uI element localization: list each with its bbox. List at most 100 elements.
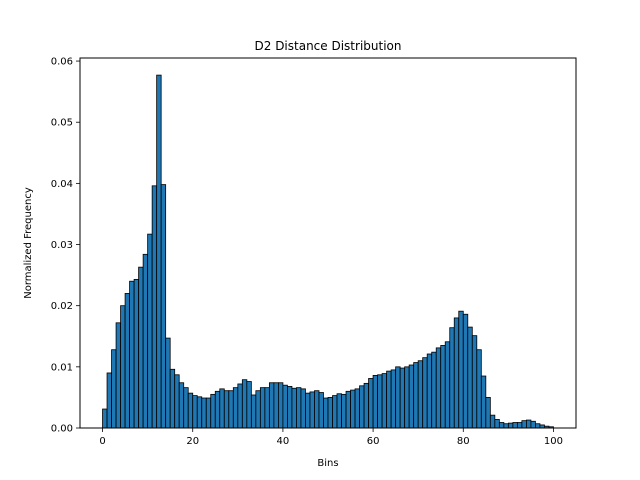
histogram-bar — [268, 382, 275, 429]
histogram-bar — [386, 370, 392, 429]
histogram-bar — [485, 397, 491, 429]
x-tick-label: 60 — [367, 436, 380, 447]
histogram-bar — [449, 327, 455, 429]
histogram-bar — [264, 387, 270, 429]
histogram-bar — [169, 368, 176, 429]
histogram-bar — [507, 422, 514, 429]
x-tick-label: 20 — [186, 436, 199, 447]
histogram-bar — [237, 383, 243, 429]
histogram-bar — [345, 390, 351, 429]
y-tick-label: 0.04 — [51, 179, 73, 190]
histogram-bar — [250, 394, 257, 429]
histogram-bar — [246, 381, 252, 429]
histogram-bar — [282, 384, 288, 429]
histogram-bar — [336, 393, 342, 429]
histogram-bar — [255, 390, 261, 429]
histogram-bar — [214, 390, 221, 429]
histogram-bar — [489, 414, 496, 429]
histogram-bar — [422, 357, 428, 429]
histogram-bar — [372, 374, 378, 429]
histogram-bar — [219, 388, 225, 429]
histogram-bar — [377, 374, 383, 429]
histogram-bar — [440, 345, 446, 429]
histogram-bar — [471, 335, 478, 429]
histogram-bar — [480, 375, 487, 429]
histogram-bar — [165, 337, 171, 429]
histogram-bar — [196, 396, 203, 429]
y-tick-label: 0.03 — [51, 240, 73, 251]
x-tick-label: 80 — [457, 436, 470, 447]
histogram-bar — [183, 387, 189, 429]
histogram-bar — [435, 347, 442, 429]
histogram-bar — [323, 397, 329, 429]
histogram-bar — [192, 395, 198, 429]
y-tick-label: 0.05 — [51, 118, 73, 129]
histogram-bar — [535, 423, 541, 429]
histogram-bar — [120, 305, 126, 429]
y-tick-label: 0.02 — [51, 301, 73, 312]
histogram-bar — [273, 382, 279, 429]
x-axis-ticks: 0 20 40 60 80 100 — [99, 428, 563, 447]
histogram-bar — [530, 420, 536, 429]
y-tick-label: 0.06 — [51, 57, 73, 68]
histogram-bar — [444, 341, 451, 429]
plot-frame — [79, 57, 577, 429]
histogram-bar — [142, 253, 149, 429]
histogram-bar — [232, 387, 239, 429]
histogram-bar — [453, 317, 460, 429]
histogram-bar — [426, 353, 433, 429]
histogram-bar — [526, 419, 532, 429]
histogram-bar — [413, 362, 419, 429]
histogram-bar — [498, 422, 505, 429]
histogram-bar — [327, 397, 333, 429]
y-axis-ticks: 0.00 0.01 0.02 0.03 0.04 0.05 0.06 — [51, 57, 80, 435]
histogram-bar — [300, 388, 306, 429]
y-axis-title: Normalized Frequency — [23, 187, 34, 299]
histogram-bar — [408, 364, 415, 429]
histogram-bar — [291, 387, 297, 429]
histogram-bar — [512, 422, 518, 429]
histogram-bar — [228, 390, 234, 429]
histogram-bar — [309, 391, 315, 429]
histogram-bar — [390, 369, 397, 429]
histogram-bar — [296, 387, 302, 429]
histogram-bar — [314, 390, 320, 429]
histogram-bar — [494, 419, 500, 429]
histogram-bar — [259, 387, 266, 429]
histogram-bar — [160, 184, 167, 429]
histogram-bar — [156, 74, 162, 429]
histogram-bar — [277, 382, 284, 429]
histogram-bar — [201, 397, 207, 429]
histogram-bar — [359, 385, 365, 429]
histogram-bar — [241, 379, 248, 429]
x-tick-label: 0 — [99, 436, 105, 447]
x-tick-label: 100 — [544, 436, 563, 447]
histogram-bar — [138, 266, 144, 429]
histogram-bar — [363, 382, 369, 429]
histogram-bar — [174, 374, 180, 429]
histogram-bar — [129, 280, 135, 429]
histogram-bar — [178, 382, 185, 429]
histogram-bar — [187, 392, 194, 429]
y-tick-label: 0.01 — [51, 362, 73, 373]
histogram-bar — [368, 378, 374, 429]
histogram-bar — [106, 372, 112, 429]
histogram-bar — [458, 310, 464, 429]
x-axis-title: Bins — [317, 458, 338, 469]
histogram-bar — [341, 393, 347, 429]
histogram-bar — [332, 395, 338, 429]
x-tick-label: 40 — [277, 436, 290, 447]
histogram-bar — [305, 392, 311, 429]
histogram-bar — [350, 389, 356, 429]
histogram-bar — [467, 326, 473, 429]
histogram-bar — [399, 367, 406, 429]
histogram-bar — [133, 278, 140, 429]
histogram-bar — [287, 386, 293, 429]
histogram-bar — [115, 322, 121, 429]
histogram-bar — [521, 420, 527, 429]
histogram-bar — [147, 233, 153, 429]
histogram-bar — [417, 360, 424, 429]
histogram-bar — [210, 393, 216, 429]
histogram-bar — [223, 390, 230, 429]
